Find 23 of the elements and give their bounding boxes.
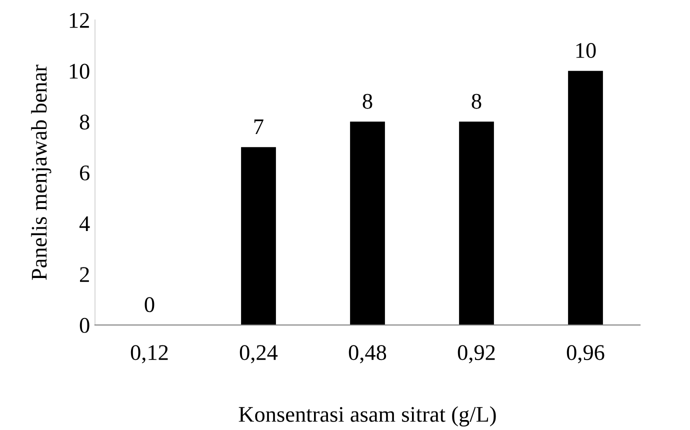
- bar: [241, 147, 276, 325]
- y-tick-label: 10: [70, 64, 90, 79]
- y-tick-label: 6: [80, 165, 90, 180]
- data-label: 8: [362, 94, 372, 109]
- data-label: 0: [144, 297, 154, 312]
- y-tick-label: 12: [70, 12, 89, 28]
- y-tick-label: 2: [80, 267, 89, 282]
- data-label: 10: [576, 42, 596, 58]
- y-tick-label: 0: [80, 318, 90, 333]
- data-label: 7: [254, 119, 264, 134]
- y-tick-label: 4: [79, 216, 90, 232]
- y-axis-title: Panelis menjawab benar: [31, 64, 52, 280]
- y-tick-label: 8: [80, 114, 90, 130]
- x-tick-label: 0,12: [130, 345, 168, 364]
- x-tick-label: 0,92: [458, 345, 495, 364]
- bar: [568, 70, 603, 325]
- bar: [350, 122, 385, 325]
- data-label: 8: [472, 94, 482, 109]
- x-tick-label: 0,96: [566, 345, 604, 364]
- bar: [459, 122, 494, 325]
- x-tick-label: 0,48: [348, 345, 386, 364]
- x-axis-title: Konsentrasi asam sitrat (g/L): [238, 406, 496, 426]
- x-tick-label: 0,24: [240, 345, 278, 364]
